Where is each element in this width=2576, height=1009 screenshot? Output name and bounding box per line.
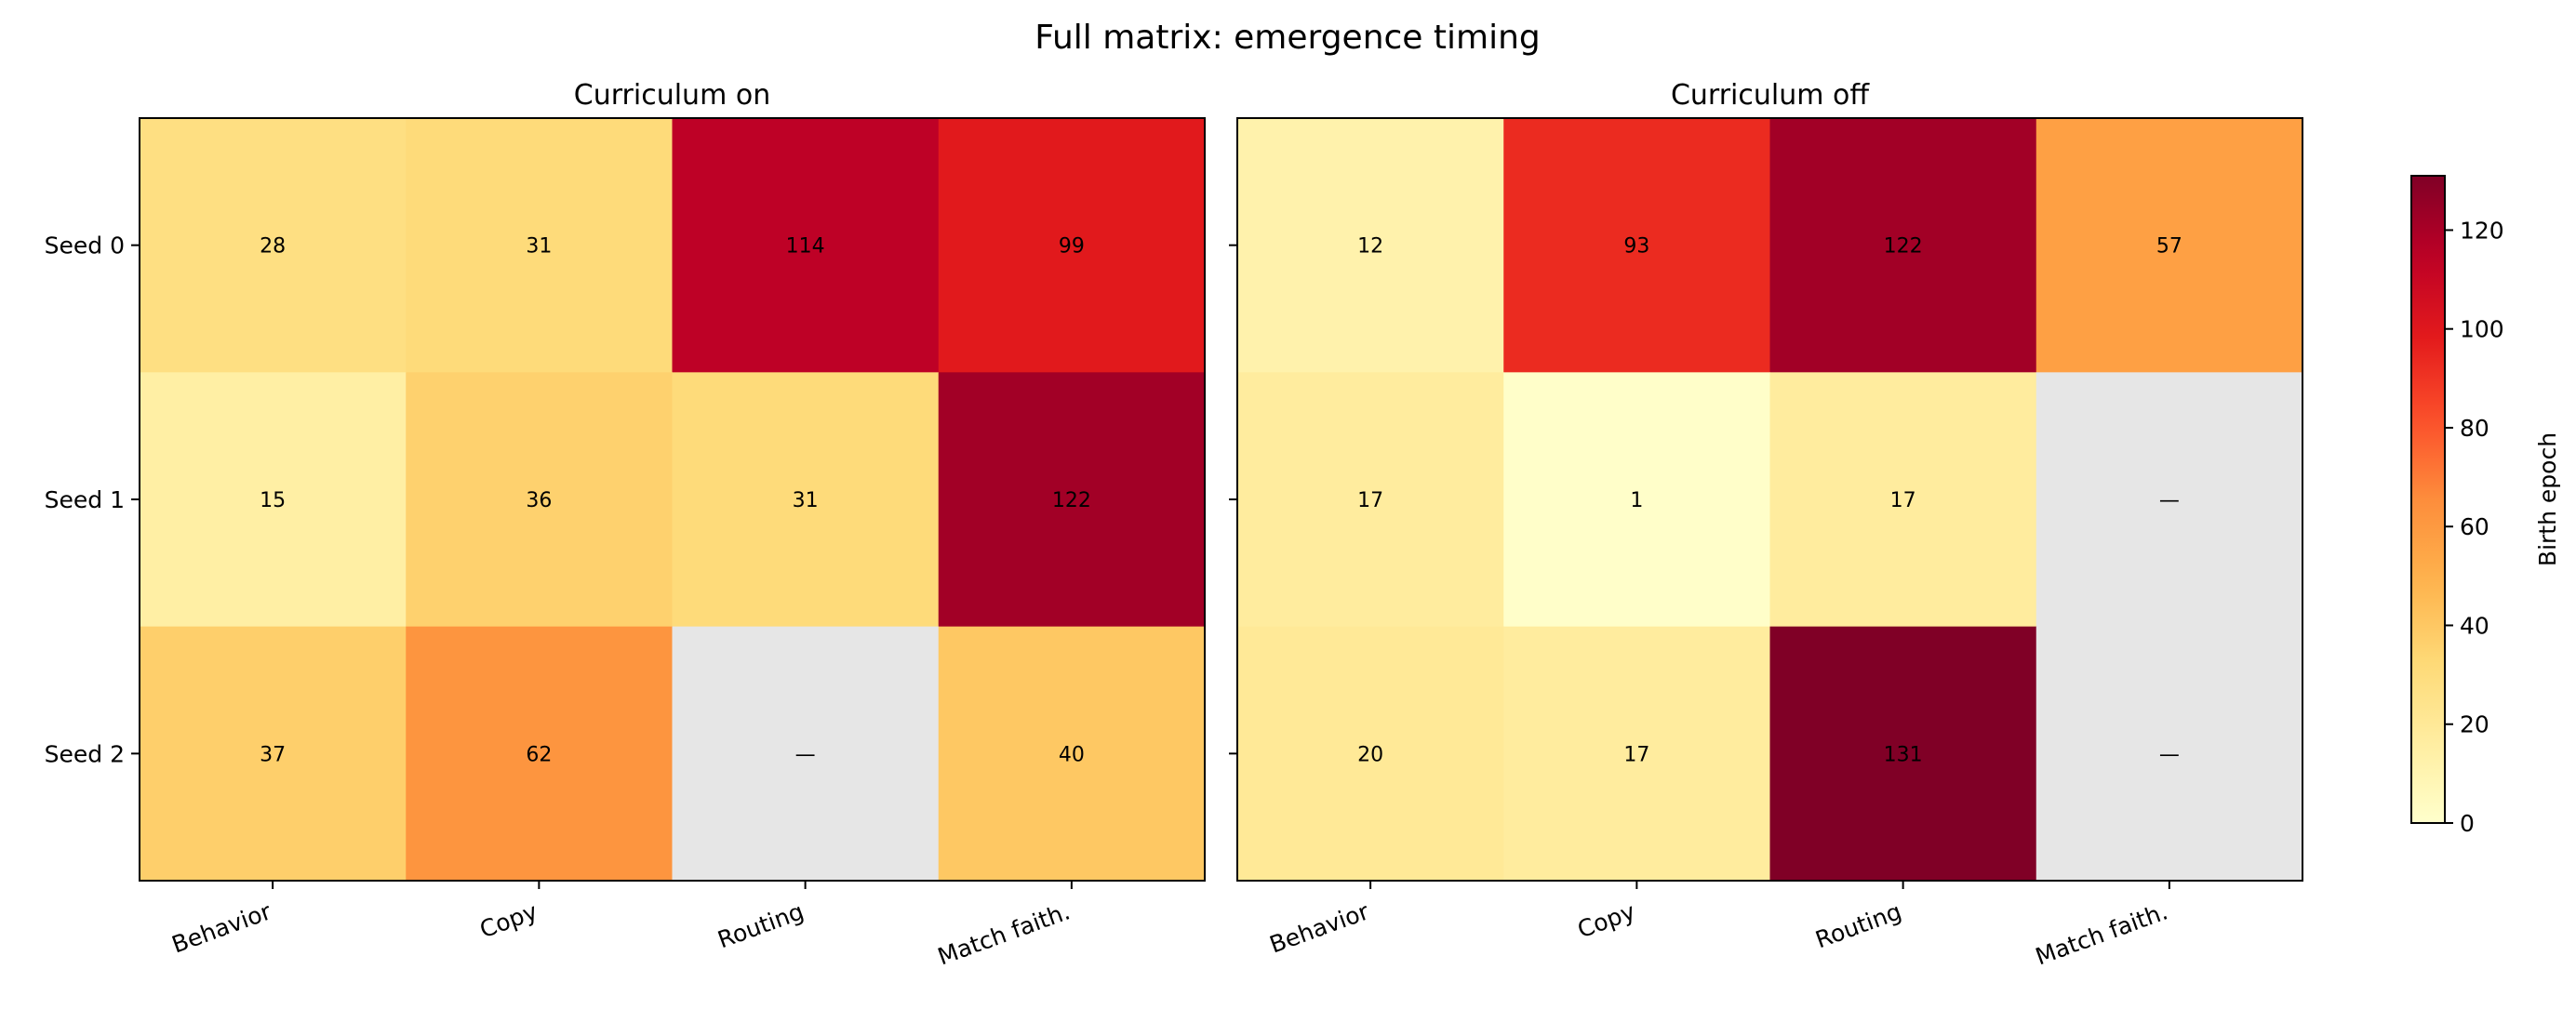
- figure-title: Full matrix: emergence timing: [1034, 19, 1541, 57]
- x-tick-label: Routing: [714, 897, 808, 953]
- heatmap-cell: [140, 118, 407, 373]
- panel-title: Curriculum off: [1671, 79, 1870, 112]
- cell-label: 57: [2156, 235, 2182, 259]
- cell-label: 37: [260, 743, 286, 766]
- cell-label: 93: [1623, 235, 1649, 259]
- heatmap-cell: [140, 626, 407, 882]
- heatmap-cell: [140, 372, 407, 628]
- cell-label: 12: [1357, 235, 1383, 259]
- colorbar: 0 20 40 60 80 100 120 Birth epoch: [2410, 175, 2561, 837]
- x-tick-label: Match faith.: [934, 897, 1074, 970]
- y-tick-label: Seed 2: [45, 740, 125, 767]
- cell-label: 122: [1052, 489, 1091, 512]
- colorbar-label: Birth epoch: [2534, 432, 2561, 566]
- heatmap-cell: [672, 118, 940, 373]
- heatmap-cell: [672, 372, 940, 628]
- x-tick-label: Match faith.: [2032, 897, 2171, 970]
- heatmap-cell: [1503, 118, 1770, 373]
- cell-label: 131: [1884, 743, 1923, 766]
- heatmap-cell: [406, 626, 673, 882]
- colorbar-tick-label: 60: [2460, 513, 2489, 540]
- cell-label: 17: [1890, 489, 1916, 512]
- y-tick-label: Seed 0: [45, 232, 125, 259]
- cell-label: —: [2159, 489, 2180, 512]
- heatmap-cell: [2035, 626, 2303, 882]
- cell-label: —: [795, 743, 816, 766]
- cell-label: 114: [786, 235, 825, 259]
- panel-0: Curriculum on 28 31 114 99 15 36 31 122 37 62 — 40 Se…: [45, 79, 1206, 971]
- colorbar-tick-label: 40: [2460, 612, 2489, 639]
- x-tick-label: Copy: [476, 897, 541, 943]
- cell-label: 28: [260, 235, 286, 259]
- colorbar-tick-label: 0: [2460, 810, 2475, 837]
- cell-label: 17: [1623, 743, 1649, 766]
- heatmap-cell: [1503, 626, 1770, 882]
- heatmap-cell: [1769, 372, 2037, 628]
- cell-label: 99: [1059, 235, 1085, 259]
- heatmap-cell: [1769, 118, 2037, 373]
- heatmap-cell: [2035, 118, 2303, 373]
- cell-label: 31: [526, 235, 552, 259]
- y-tick-label: Seed 1: [45, 486, 125, 513]
- cell-label: 20: [1357, 743, 1383, 766]
- x-tick-label: Behavior: [1266, 897, 1373, 958]
- heatmap-cell: [1237, 372, 1504, 628]
- heatmap-cell: [2035, 372, 2303, 628]
- heatmap-cell: [1769, 626, 2037, 882]
- heatmap-cell: [1237, 118, 1504, 373]
- cell-label: 1: [1630, 489, 1643, 512]
- cell-label: 36: [526, 489, 552, 512]
- cell-label: 62: [526, 743, 552, 766]
- heatmap-cell: [406, 118, 673, 373]
- heatmap-cell: [938, 626, 1206, 882]
- cell-label: 31: [793, 489, 819, 512]
- heatmap-cell: [672, 626, 940, 882]
- cell-label: 122: [1884, 235, 1923, 259]
- panel-1: Curriculum off 12 93 122 57 17 1 17 — 20 17 131 — Beh…: [1229, 79, 2303, 971]
- heatmap-cell: [938, 372, 1206, 628]
- cell-label: —: [2159, 743, 2180, 766]
- heatmap-cell: [406, 372, 673, 628]
- colorbar-gradient: [2410, 175, 2446, 824]
- x-tick-label: Routing: [1812, 897, 1905, 953]
- heatmap-cell: [1237, 626, 1504, 882]
- heatmap-cell: [938, 118, 1206, 373]
- x-tick-label: Copy: [1574, 897, 1639, 943]
- colorbar-tick-label: 20: [2460, 711, 2489, 738]
- colorbar-tick-label: 120: [2460, 217, 2504, 244]
- colorbar-tick-label: 80: [2460, 415, 2489, 442]
- x-tick-label: Behavior: [168, 897, 275, 958]
- cell-label: 15: [260, 489, 286, 512]
- heatmap-cell: [1503, 372, 1770, 628]
- panel-title: Curriculum on: [574, 79, 770, 112]
- cell-label: 40: [1059, 743, 1085, 766]
- cell-label: 17: [1357, 489, 1383, 512]
- colorbar-tick-label: 100: [2460, 316, 2504, 343]
